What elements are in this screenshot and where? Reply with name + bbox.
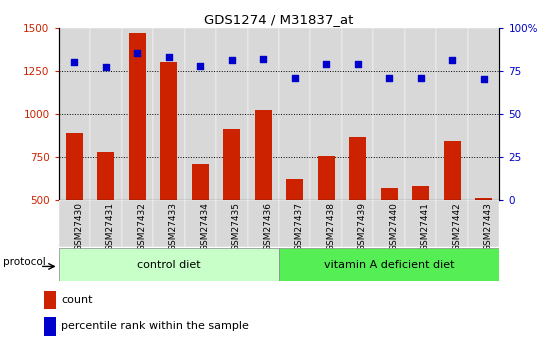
Text: GSM27438: GSM27438 <box>326 203 335 252</box>
Text: GSM27441: GSM27441 <box>421 203 430 251</box>
Bar <box>153 200 185 247</box>
Point <box>479 77 488 82</box>
Bar <box>248 28 279 200</box>
Bar <box>373 28 405 200</box>
Bar <box>248 200 279 247</box>
Bar <box>185 28 216 200</box>
Text: GSM27432: GSM27432 <box>137 203 146 251</box>
Text: protocol: protocol <box>3 257 46 266</box>
Bar <box>468 200 499 247</box>
Bar <box>97 152 114 200</box>
Bar <box>129 33 146 200</box>
Bar <box>436 200 468 247</box>
Bar <box>90 200 122 247</box>
Bar <box>44 290 56 309</box>
Bar <box>216 28 248 200</box>
Point <box>322 61 331 67</box>
Bar <box>44 317 56 336</box>
Text: GSM27440: GSM27440 <box>389 203 398 251</box>
Point <box>290 75 299 80</box>
Bar <box>310 200 342 247</box>
Bar <box>122 28 153 200</box>
Bar <box>279 28 310 200</box>
Point <box>133 51 142 56</box>
Text: vitamin A deficient diet: vitamin A deficient diet <box>324 260 454 270</box>
Text: GSM27431: GSM27431 <box>106 203 115 252</box>
Bar <box>223 129 240 200</box>
Point <box>259 56 268 61</box>
Bar <box>185 200 216 247</box>
Text: GSM27430: GSM27430 <box>74 203 83 252</box>
Text: GSM27442: GSM27442 <box>452 203 461 251</box>
Bar <box>279 200 310 247</box>
Bar <box>405 28 436 200</box>
Bar <box>468 28 499 200</box>
Text: percentile rank within the sample: percentile rank within the sample <box>61 321 249 331</box>
Point <box>165 54 174 60</box>
Point <box>196 63 205 68</box>
Bar <box>373 200 405 247</box>
Point <box>70 59 79 65</box>
Text: control diet: control diet <box>137 260 201 270</box>
Point <box>102 65 110 70</box>
Bar <box>318 156 335 200</box>
Bar <box>59 28 90 200</box>
Bar <box>90 28 122 200</box>
Title: GDS1274 / M31837_at: GDS1274 / M31837_at <box>204 13 354 27</box>
Bar <box>310 28 342 200</box>
Bar <box>59 200 90 247</box>
Bar <box>342 28 373 200</box>
Text: GSM27439: GSM27439 <box>358 203 367 252</box>
Text: GSM27434: GSM27434 <box>200 203 209 251</box>
Bar <box>191 164 209 200</box>
Text: count: count <box>61 295 93 305</box>
Text: GSM27433: GSM27433 <box>169 203 178 252</box>
Point <box>353 61 362 67</box>
Bar <box>475 198 492 200</box>
Text: GSM27443: GSM27443 <box>484 203 493 251</box>
Text: GSM27435: GSM27435 <box>232 203 240 252</box>
Bar <box>412 186 429 200</box>
Bar <box>405 200 436 247</box>
Bar <box>279 248 499 281</box>
Text: GSM27436: GSM27436 <box>263 203 272 252</box>
Bar <box>59 248 279 281</box>
Bar <box>122 200 153 247</box>
Point <box>385 75 394 80</box>
Point <box>448 58 456 63</box>
Bar <box>436 28 468 200</box>
Bar <box>349 137 367 200</box>
Bar <box>254 110 272 200</box>
Bar <box>381 188 398 200</box>
Bar <box>342 200 373 247</box>
Bar <box>160 62 177 200</box>
Bar <box>216 200 248 247</box>
Point <box>416 75 425 80</box>
Point <box>227 58 236 63</box>
Bar <box>286 179 304 200</box>
Bar <box>444 141 461 200</box>
Bar <box>66 133 83 200</box>
Text: GSM27437: GSM27437 <box>295 203 304 252</box>
Bar <box>153 28 185 200</box>
